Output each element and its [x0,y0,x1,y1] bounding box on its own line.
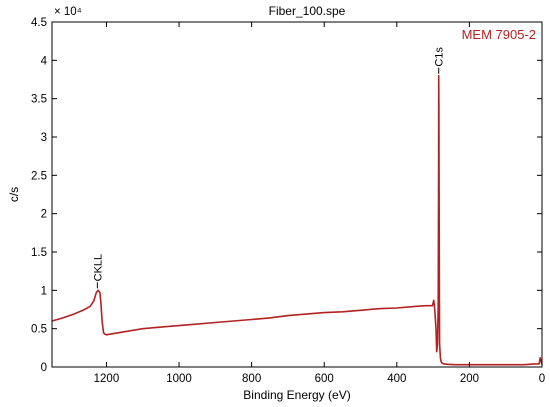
y-tick-label: 0 [41,362,47,374]
x-axis-label: Binding Energy (eV) [243,388,350,402]
series-line-0 [51,74,543,366]
plot-frame [51,21,543,368]
y-tick-label: 2.5 [31,170,47,182]
y-tick-label: 4 [41,55,48,67]
chart-title: Fiber_100.spe [269,4,346,18]
y-tick-label: 3 [41,132,47,144]
x-tick-label: 400 [387,373,406,385]
y-tick-label: 2 [41,209,47,221]
peak-annotation: CKLL [92,254,104,282]
y-tick-label: 0.5 [31,324,47,336]
x-tick-label: 1200 [94,373,120,385]
x-tick-label: 0 [539,373,545,385]
y-axis-label: c/s [7,187,21,202]
x-tick-label: 800 [242,373,261,385]
y-multiplier-label: × 10⁴ [54,6,82,18]
peak-annotation: C1s [434,47,446,67]
y-tick-label: 3.5 [31,94,47,106]
x-tick-label: 1000 [166,373,192,385]
y-tick-label: 1.5 [31,247,47,259]
y-tick-label: 4.5 [31,17,47,29]
y-tick-label: 1 [41,285,47,297]
x-tick-label: 600 [315,373,334,385]
x-tick-label: 200 [460,373,479,385]
legend-entry: MEM 7905-2 [462,27,536,42]
